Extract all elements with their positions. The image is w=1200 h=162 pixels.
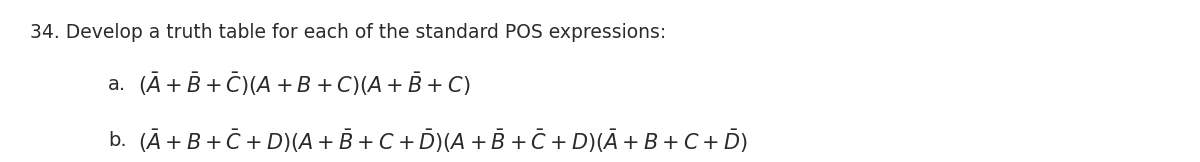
Text: b.: b. [108,131,127,150]
Text: $\left(\bar{A} + B + \bar{C} + D\right)\left(A + \bar{B} + C + \bar{D}\right)\le: $\left(\bar{A} + B + \bar{C} + D\right)\… [138,127,748,155]
Text: a.: a. [108,75,126,94]
Text: $\left(\bar{A} + \bar{B} + \bar{C}\right)\left(A + B + C\right)\left(A + \bar{B}: $\left(\bar{A} + \bar{B} + \bar{C}\right… [138,71,470,98]
Text: 34. Develop a truth table for each of the standard POS expressions:: 34. Develop a truth table for each of th… [30,23,666,42]
